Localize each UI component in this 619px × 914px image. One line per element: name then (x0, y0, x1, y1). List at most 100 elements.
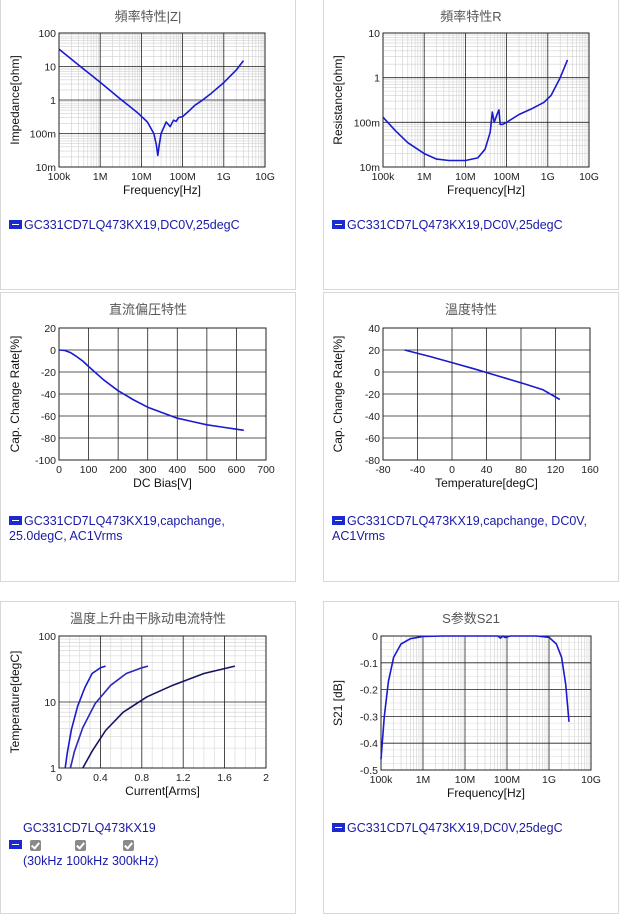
chart-title: 頻率特性R (440, 9, 502, 24)
x-tick-label: 500 (198, 464, 216, 476)
x-tick-label: 40 (481, 464, 493, 476)
x-tick-label: 10G (579, 171, 599, 183)
y-tick-label: -0.1 (360, 658, 378, 670)
y-axis-label: Cap. Change Rate[%] (331, 336, 345, 453)
y-axis-label: Temperature[degC] (8, 651, 22, 754)
x-tick-label: 1G (541, 171, 555, 183)
x-tick-label: 1.2 (176, 772, 191, 784)
legend-marker-icon[interactable] (332, 823, 345, 833)
x-tick-label: 1M (416, 774, 431, 786)
x-tick-label: 120 (547, 464, 565, 476)
chart-title: 頻率特性|Z| (114, 9, 182, 24)
x-tick-label: 10M (131, 171, 151, 183)
ripple-current-chart-panel: 溫度上升由干脉动电流特性 0 0.4 0.8 1.2 1.6 2 1 10 100 Current… (0, 601, 296, 914)
x-tick-label: 0.8 (134, 772, 149, 784)
dc-bias-chart: 0 100 200 300 400 500 600 700200-20-40-60-80-10… (8, 323, 275, 490)
series-line (404, 349, 561, 401)
legend-label: GC331CD7LQ473KX19,DC0V,25degC (347, 218, 563, 232)
x-tick-label: 0 (56, 464, 62, 476)
impedance-chart-panel: 頻率特性|Z| 100k 1M 10M 100M 1G 10G 10m 100m 1 10 100 F… (0, 0, 296, 290)
legend-marker-icon[interactable] (9, 220, 22, 230)
x-tick-label: 100k (370, 774, 394, 786)
x-axis-label: Frequency[Hz] (123, 183, 201, 197)
y-tick-label: 1 (374, 73, 380, 85)
plot-frame (58, 327, 267, 461)
y-tick-label: 0 (374, 367, 380, 379)
legend-marker-icon[interactable] (332, 516, 345, 526)
x-tick-label: 2 (263, 772, 269, 784)
x-tick-label: -80 (375, 464, 390, 476)
y-tick-label: -40 (41, 389, 56, 401)
temperature-chart: -80 -40 0 40 80 120 160 40 20 0 -20 -40 -60 -80 Temper… (331, 323, 599, 490)
y-tick-label: 20 (368, 345, 380, 357)
x-tick-label: 1G (217, 171, 231, 183)
y-tick-label: 10m (360, 162, 381, 174)
x-tick-label: 100k (48, 171, 72, 183)
x-tick-label: 10G (581, 774, 601, 786)
legend-marker-icon[interactable] (9, 840, 22, 850)
resistance-chart: 100k 1M 10M 100M 1G 10G 10m 100m 1 10 Frequency[Hz… (331, 28, 599, 197)
series-line (58, 48, 245, 157)
x-tick-label: 100M (494, 774, 520, 786)
checkbox-30khz-icon[interactable] (30, 840, 41, 852)
series-line (382, 59, 569, 162)
checkbox-100khz-icon[interactable] (75, 840, 86, 852)
y-tick-label: -0.2 (360, 685, 378, 697)
x-tick-label: 1.6 (217, 772, 232, 784)
legend-300khz: 300kHz) (111, 854, 159, 868)
y-tick-label: -20 (41, 367, 56, 379)
y-tick-label: -80 (41, 433, 56, 445)
x-axis-label: Frequency[Hz] (447, 183, 525, 197)
legend-100khz: 100kHz (66, 854, 109, 868)
legend-label-line2: AC1Vrms (332, 529, 386, 543)
y-axis-label: Resistance[ohm] (331, 55, 345, 144)
y-tick-label: 20 (44, 323, 56, 335)
x-tick-label: 0 (56, 772, 62, 784)
y-tick-label: -20 (365, 389, 380, 401)
x-tick-label: 160 (581, 464, 599, 476)
x-tick-label: 10M (455, 774, 475, 786)
plot-frame (382, 32, 590, 168)
ripple-current-chart: 0 0.4 0.8 1.2 1.6 2 1 10 100 Current[Arms] Tempera… (8, 631, 269, 798)
chart-title: 溫度上升由干脉动电流特性 (69, 611, 226, 626)
checkbox-300khz-icon[interactable] (123, 840, 134, 852)
y-tick-label: -60 (365, 433, 380, 445)
y-tick-label: 10 (368, 28, 380, 40)
legend-label: GC331CD7LQ473KX19,DC0V,25degC (347, 821, 563, 835)
legend-items (9, 838, 134, 853)
y-tick-label: 0 (372, 631, 378, 643)
y-tick-label: -80 (365, 455, 380, 467)
x-axis-label: Temperature[degC] (435, 476, 538, 490)
resistance-chart-panel: 頻率特性R 100k 1M 10M 100M 1G 10G 10m 100m 1 10 Freque… (323, 0, 619, 290)
legend-item[interactable]: GC331CD7LQ473KX19,capchange, 25.0degC, A… (9, 514, 225, 544)
legend-marker-icon[interactable] (9, 516, 22, 526)
series-line (380, 635, 570, 760)
x-tick-label: 200 (109, 464, 127, 476)
y-tick-label: -0.5 (360, 765, 378, 777)
y-tick-label: 100m (30, 129, 57, 141)
legend-item[interactable]: GC331CD7LQ473KX19,DC0V,25degC (332, 821, 563, 836)
legend-marker-icon[interactable] (332, 220, 345, 230)
legend-labels: (30kHz 100kHz 300kHz) (23, 854, 159, 869)
x-tick-label: 700 (257, 464, 275, 476)
temperature-chart-panel: 溫度特性 -80 -40 0 40 80 120 160 40 20 0 -20 -40 -60 -80 T… (323, 292, 619, 582)
x-tick-label: 600 (228, 464, 246, 476)
y-tick-label: 1 (50, 95, 56, 107)
y-axis-label: Impedance[ohm] (8, 55, 22, 144)
x-tick-label: 400 (169, 464, 187, 476)
x-axis-label: DC Bias[V] (133, 476, 192, 490)
y-tick-label: 100m (354, 117, 381, 129)
y-axis-label: Cap. Change Rate[%] (8, 336, 22, 453)
x-tick-label: 0.4 (93, 772, 108, 784)
x-tick-label: 0 (449, 464, 455, 476)
y-tick-label: -100 (35, 455, 56, 467)
legend-item[interactable]: GC331CD7LQ473KX19,DC0V,25degC (9, 218, 240, 233)
x-axis-label: Current[Arms] (125, 784, 200, 798)
legend-item[interactable]: GC331CD7LQ473KX19,capchange, DC0V, AC1Vr… (332, 514, 587, 544)
legend-30khz: (30kHz (23, 854, 63, 868)
series-line-300khz (82, 665, 236, 769)
legend-item[interactable]: GC331CD7LQ473KX19,DC0V,25degC (332, 218, 563, 233)
x-tick-label: 100M (169, 171, 195, 183)
x-tick-label: 1M (417, 171, 432, 183)
y-tick-label: 40 (368, 323, 380, 335)
